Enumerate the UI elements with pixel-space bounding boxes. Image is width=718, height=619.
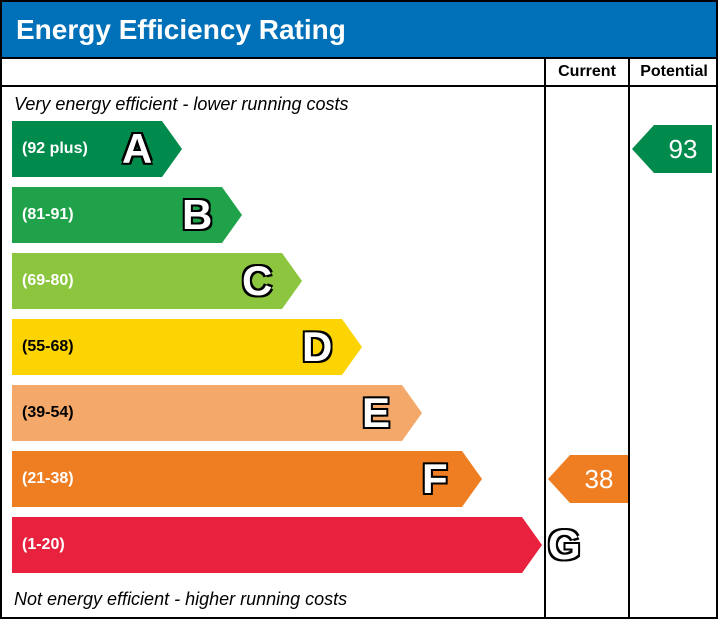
current-pointer: 38 xyxy=(548,455,628,503)
header-row: Current Potential xyxy=(2,59,716,87)
rating-band-e: (39-54) E xyxy=(12,385,542,441)
current-value: 38 xyxy=(570,455,628,503)
rating-band-a: (92 plus) A xyxy=(12,121,542,177)
band-body: (1-20)G xyxy=(12,517,522,573)
rating-band-c: (69-80) C xyxy=(12,253,542,309)
band-letter: C xyxy=(242,257,272,305)
rating-band-f: (21-38) F xyxy=(12,451,542,507)
band-letter: D xyxy=(302,323,332,371)
band-arrow-icon xyxy=(462,451,482,507)
band-arrow-icon xyxy=(162,121,182,177)
potential-pointer-arrow-icon xyxy=(632,125,654,173)
band-range-label: (81-91) xyxy=(22,206,74,224)
band-body: (55-68) D xyxy=(12,319,342,375)
band-arrow-icon xyxy=(222,187,242,243)
band-letter: B xyxy=(182,191,212,239)
potential-value: 93 xyxy=(654,125,712,173)
rating-band-b: (81-91) B xyxy=(12,187,542,243)
chart-body: Current Potential Very energy efficient … xyxy=(2,57,716,619)
header-potential: Potential xyxy=(632,63,716,81)
band-arrow-icon xyxy=(402,385,422,441)
potential-pointer: 93 xyxy=(632,125,712,173)
band-arrow-icon xyxy=(342,319,362,375)
band-body: (21-38) F xyxy=(12,451,462,507)
band-letter: G xyxy=(548,521,581,569)
column-divider-2 xyxy=(628,59,630,619)
band-arrow-icon xyxy=(282,253,302,309)
band-body: (39-54) E xyxy=(12,385,402,441)
band-body: (69-80) C xyxy=(12,253,282,309)
chart-title: Energy Efficiency Rating xyxy=(16,14,346,46)
band-range-label: (39-54) xyxy=(22,404,74,422)
column-divider-1 xyxy=(544,59,546,619)
rating-band-d: (55-68) D xyxy=(12,319,542,375)
band-arrow-icon xyxy=(522,517,542,573)
band-range-label: (1-20) xyxy=(22,536,65,554)
efficiency-bottom-note: Not energy efficient - higher running co… xyxy=(14,589,347,610)
band-letter: A xyxy=(122,125,152,173)
epc-chart: Energy Efficiency Rating Current Potenti… xyxy=(0,0,718,619)
band-range-label: (55-68) xyxy=(22,338,74,356)
band-range-label: (92 plus) xyxy=(22,140,88,158)
current-pointer-arrow-icon xyxy=(548,455,570,503)
band-letter: F xyxy=(422,455,448,503)
band-body: (81-91) B xyxy=(12,187,222,243)
title-bar: Energy Efficiency Rating xyxy=(2,2,716,57)
band-range-label: (21-38) xyxy=(22,470,74,488)
rating-band-g: (1-20)G xyxy=(12,517,542,573)
band-range-label: (69-80) xyxy=(22,272,74,290)
header-current: Current xyxy=(548,63,626,81)
rating-bands: (92 plus) A (81-91) B (69-80) C (55-68) D (39-54… xyxy=(12,121,542,583)
efficiency-top-note: Very energy efficient - lower running co… xyxy=(14,94,349,115)
band-body: (92 plus) A xyxy=(12,121,162,177)
band-letter: E xyxy=(362,389,390,437)
